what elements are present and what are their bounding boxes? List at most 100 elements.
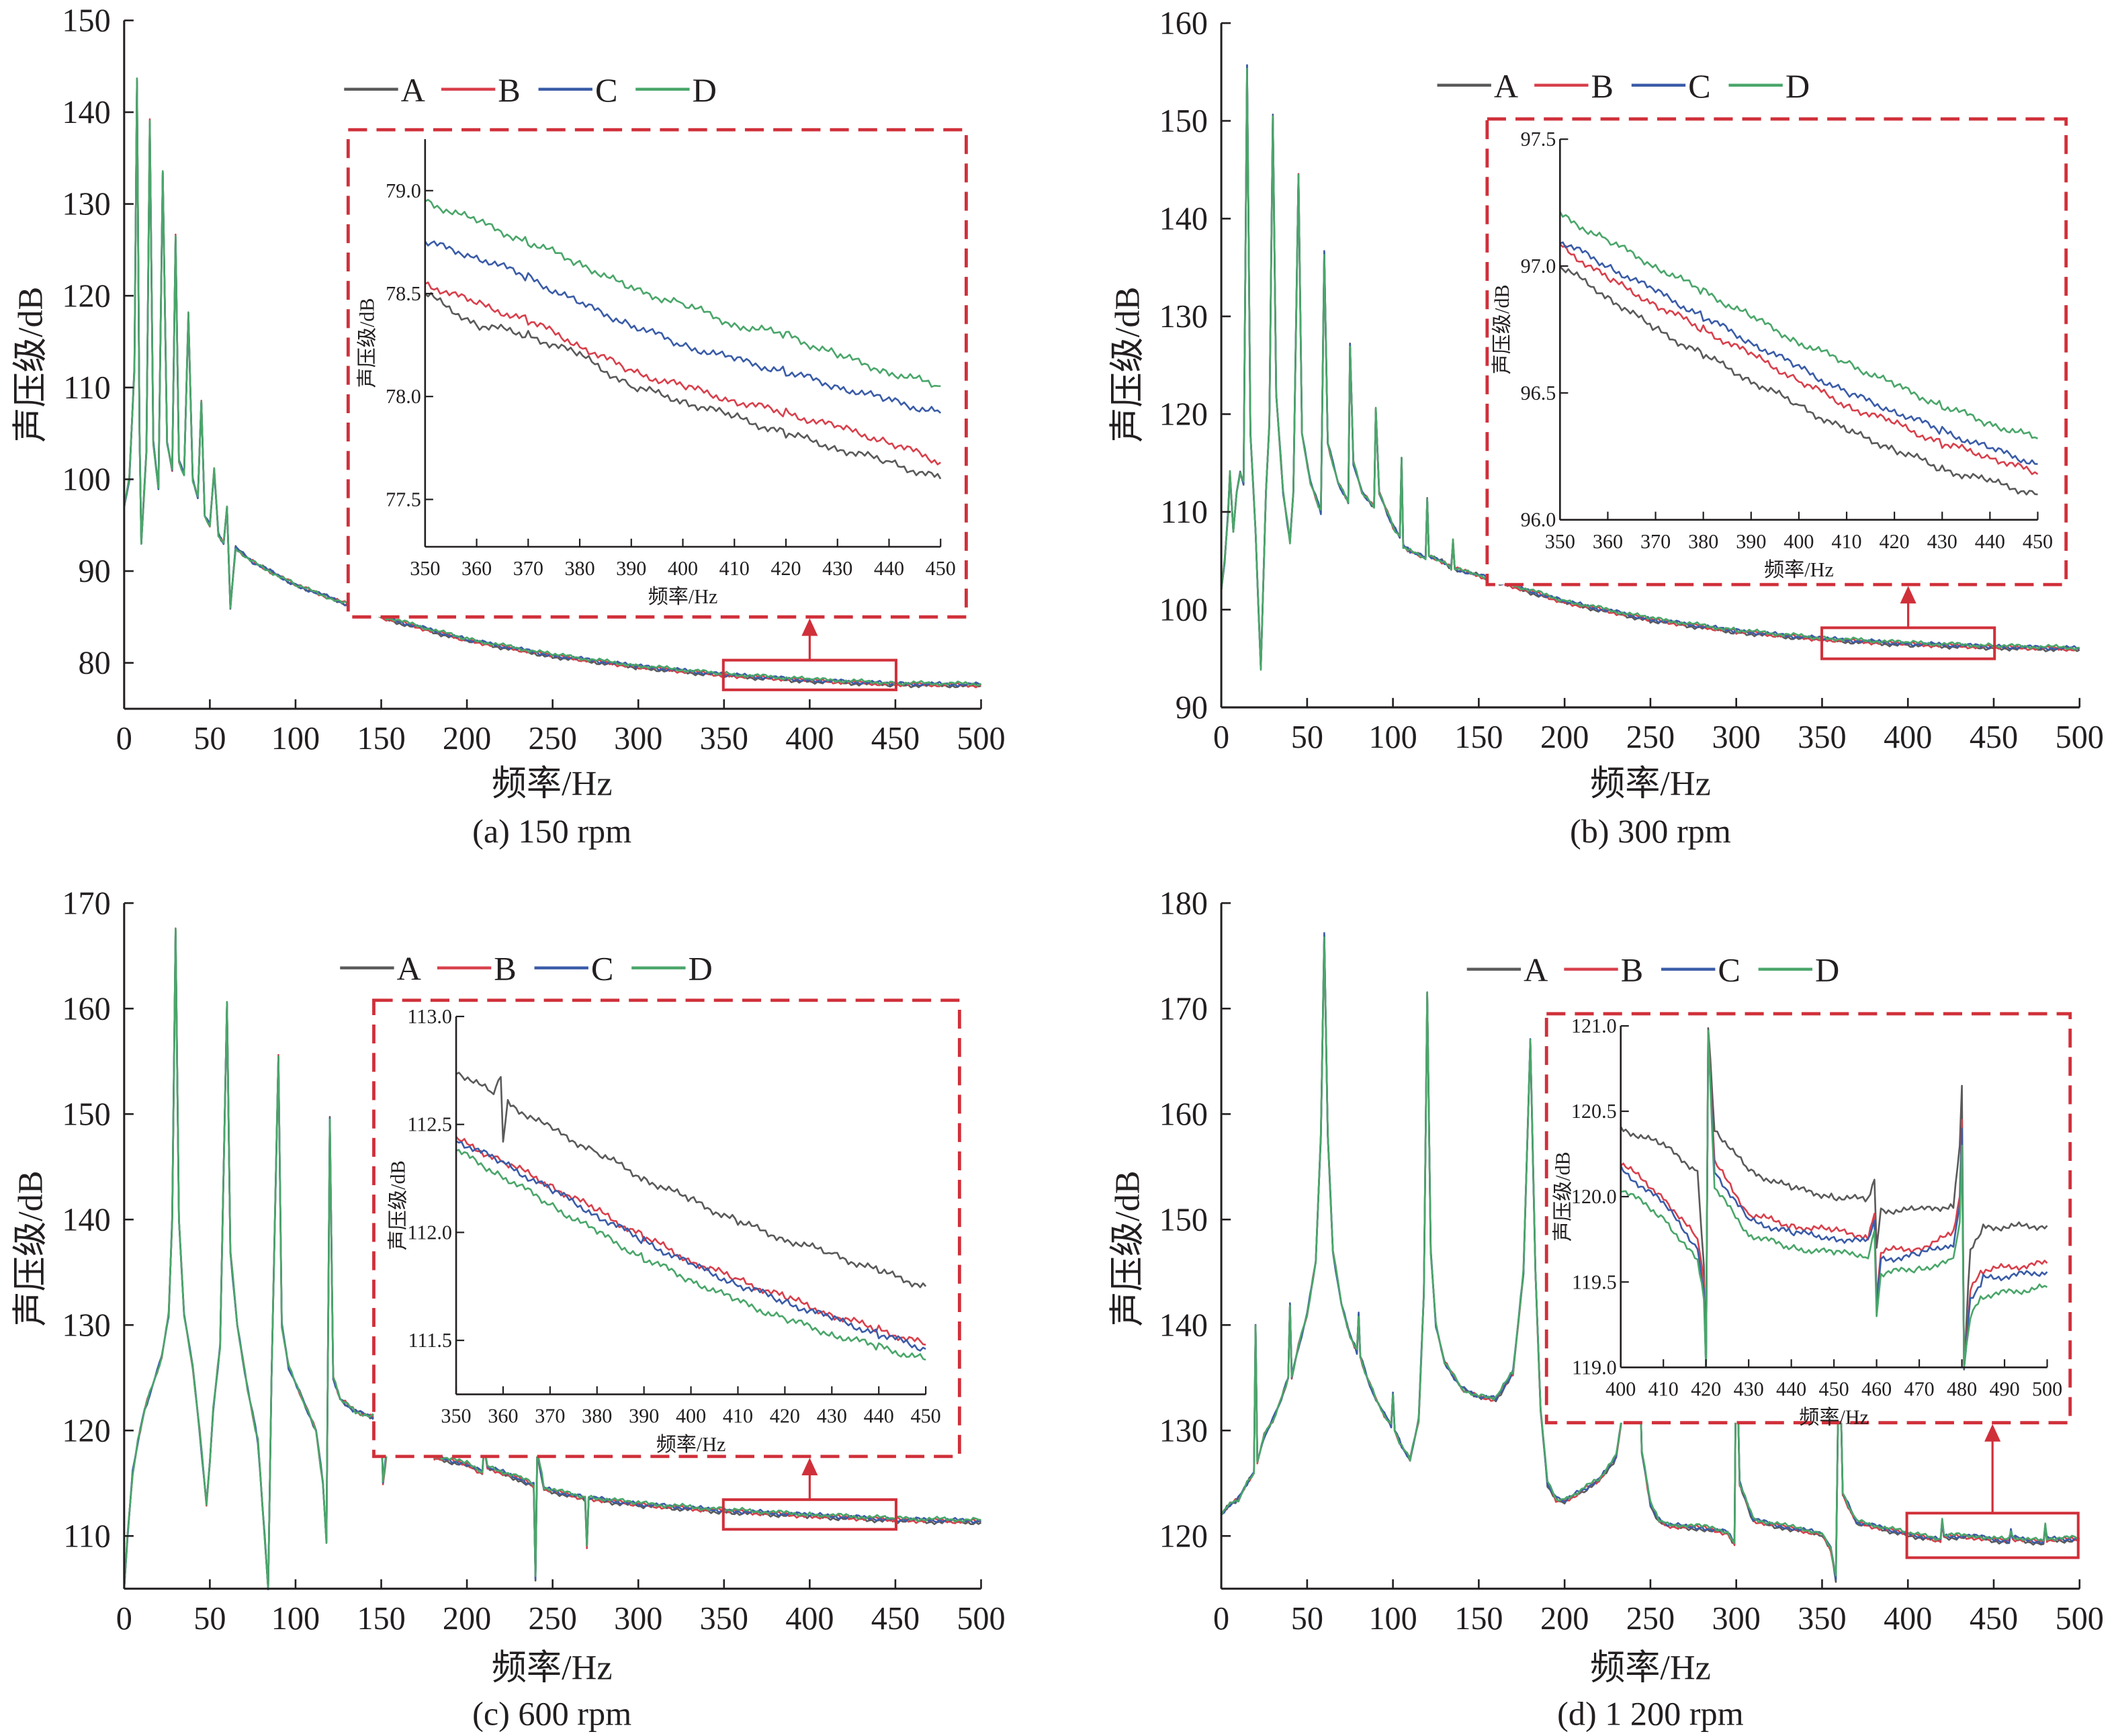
x-tick-label: 500 (2056, 720, 2104, 755)
x-tick-label: 350 (700, 721, 748, 756)
chart-panel-d: 0 50 100 150 200 250 300 350 400 450 500 120 130 140 1… (1108, 885, 2104, 1732)
panel-caption: (c) 600 rpm (472, 1695, 631, 1733)
inset-x-tick-label: 450 (2023, 530, 2053, 553)
chart-panel-b: 0 50 100 150 200 250 300 350 400 450 500 90 100 110 12… (1108, 5, 2104, 849)
y-tick-label: 130 (1159, 1413, 1208, 1448)
inset-series-line-d (1559, 211, 2038, 439)
x-tick-label: 150 (1454, 720, 1503, 755)
y-tick-label: 110 (1160, 494, 1208, 530)
inset-chart: 350 360 370 380 390 400 410 420 430 440 450 77.5 78.… (346, 128, 968, 619)
x-tick-label: 500 (2056, 1601, 2104, 1637)
x-tick-label: 150 (357, 1601, 405, 1637)
inset-frame (1544, 1012, 2072, 1425)
x-tick-label: 400 (1884, 720, 1932, 755)
inset-series-line-b (1620, 1030, 2048, 1369)
panel-caption: (d) 1 200 rpm (1557, 1695, 1744, 1733)
y-axis-label: 声压级/dB (11, 1170, 50, 1326)
inset-x-tick-label: 440 (864, 1405, 894, 1428)
x-tick-label: 450 (1970, 1601, 2018, 1637)
y-tick-label: 110 (63, 1518, 111, 1554)
x-tick-label: 450 (871, 721, 920, 756)
inset-y-tick-label: 113.0 (407, 1005, 452, 1028)
x-tick-label: 250 (1626, 720, 1675, 755)
y-tick-label: 120 (62, 278, 110, 314)
x-tick-label: 500 (957, 1601, 1005, 1637)
inset-y-tick-label: 96.5 (1521, 382, 1556, 404)
inset-y-axis-label: 声压级/dB (387, 1160, 410, 1250)
inset-y-tick-label: 112.0 (407, 1221, 452, 1244)
inset-y-axis-label: 声压级/dB (1551, 1152, 1574, 1242)
y-tick-label: 130 (1159, 299, 1208, 335)
x-axis-label: 频率/Hz (492, 765, 613, 804)
inset-series-line-c (1559, 241, 2038, 465)
legend-label-c: C (595, 71, 618, 109)
inset-frame (372, 998, 961, 1459)
inset-y-axis-label: 声压级/dB (1491, 284, 1513, 374)
y-tick-label: 180 (1159, 885, 1208, 921)
x-tick-label: 50 (193, 1601, 226, 1637)
inset-y-tick-label: 97.5 (1521, 128, 1556, 150)
inset-series-line-a (1559, 265, 2038, 496)
x-tick-label: 0 (116, 1601, 132, 1637)
inset-x-tick-label: 350 (410, 557, 440, 580)
legend: A B C D (340, 950, 713, 988)
legend: A B C D (1437, 67, 1810, 105)
y-tick-label: 110 (63, 370, 111, 406)
x-tick-label: 50 (1291, 1601, 1323, 1637)
x-tick-label: 250 (1626, 1601, 1675, 1637)
x-tick-label: 250 (529, 721, 577, 756)
legend-label-b: B (1621, 951, 1644, 989)
series-line-d (123, 928, 981, 1590)
inset-x-tick-label: 370 (535, 1405, 565, 1428)
x-tick-label: 200 (443, 721, 491, 756)
x-tick-label: 100 (271, 721, 320, 756)
inset-x-axis-label: 频率/Hz (656, 1433, 726, 1456)
inset-series-line-b (1559, 243, 2039, 476)
legend-label-a: A (401, 71, 425, 109)
legend-label-b: B (1591, 67, 1614, 105)
inset-x-tick-label: 410 (1831, 530, 1861, 553)
y-tick-label: 120 (1159, 1518, 1208, 1554)
inset-x-tick-label: 420 (1691, 1377, 1721, 1400)
inset-y-axis-label: 声压级/dB (355, 298, 378, 388)
x-tick-label: 50 (193, 721, 226, 756)
panel-caption: (a) 150 rpm (472, 812, 631, 850)
y-tick-label: 140 (1159, 1307, 1208, 1343)
x-tick-label: 0 (1213, 720, 1229, 755)
inset-x-tick-label: 450 (911, 1405, 941, 1428)
x-tick-label: 100 (1368, 720, 1417, 755)
inset-chart: 350 360 370 380 390 400 410 420 430 440 450 96.0 96.… (1485, 117, 2068, 587)
y-axis-label: 声压级/dB (11, 287, 50, 443)
y-tick-label: 130 (62, 187, 110, 222)
y-axis-label: 声压级/dB (1108, 1170, 1147, 1326)
legend-label-d: D (1786, 67, 1810, 105)
y-axis-label: 声压级/dB (1108, 287, 1147, 443)
legend-label-d: D (689, 950, 713, 988)
inset-x-tick-label: 370 (1640, 530, 1671, 553)
inset-x-tick-label: 350 (1545, 530, 1575, 553)
inset-chart: 400 410 420 430 440 450 460 470 480 490 500 119.0 11… (1544, 1012, 2072, 1429)
inset-x-tick-label: 350 (441, 1405, 471, 1428)
inset-x-tick-label: 420 (770, 1405, 800, 1428)
inset-x-tick-label: 410 (1648, 1377, 1679, 1400)
y-tick-label: 160 (1159, 5, 1208, 41)
inset-x-tick-label: 430 (817, 1405, 847, 1428)
inset-x-tick-label: 440 (1776, 1377, 1806, 1400)
inset-y-tick-label: 119.5 (1572, 1270, 1617, 1293)
inset-x-tick-label: 380 (582, 1405, 612, 1428)
x-tick-label: 350 (700, 1601, 748, 1637)
inset-frame (346, 128, 968, 619)
panel-caption: (b) 300 rpm (1570, 812, 1731, 850)
inset-x-tick-label: 440 (874, 557, 904, 580)
inset-y-tick-label: 78.5 (386, 282, 421, 305)
inset-x-tick-label: 430 (822, 557, 852, 580)
y-tick-label: 150 (62, 1096, 110, 1132)
x-tick-label: 400 (785, 1601, 834, 1637)
legend-label-a: A (1524, 951, 1548, 989)
inset-x-tick-label: 490 (1989, 1377, 2019, 1400)
y-tick-label: 120 (1159, 396, 1208, 432)
y-tick-label: 140 (1159, 201, 1208, 236)
inset-x-tick-label: 450 (926, 557, 956, 580)
inset-x-axis-label: 频率/Hz (1799, 1406, 1869, 1429)
